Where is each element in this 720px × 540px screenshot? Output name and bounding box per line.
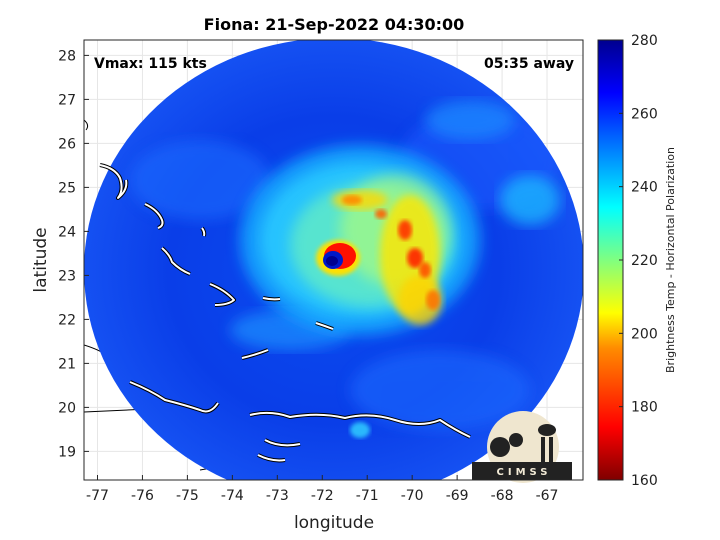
colorbar-tick-label: 280 [631, 33, 658, 49]
x-tick-label: -69 [446, 488, 469, 504]
x-tick-label: -73 [266, 488, 289, 504]
x-tick-label: -71 [356, 488, 379, 504]
y-axis: 19 20 21 22 23 24 25 26 27 28 [58, 48, 89, 460]
y-tick-label: 23 [58, 268, 76, 284]
colorbar-tick-label: 260 [631, 106, 658, 122]
y-tick-label: 28 [58, 48, 76, 64]
x-tick-label: -68 [491, 488, 514, 504]
vmax-annotation: Vmax: 115 kts [94, 56, 207, 72]
colorbar [597, 39, 624, 481]
colorbar-tick-label: 160 [631, 473, 658, 489]
colorbar-tick-label: 200 [631, 326, 658, 342]
y-tick-label: 21 [58, 356, 76, 372]
x-tick-label: -77 [86, 488, 109, 504]
y-tick-label: 19 [58, 444, 76, 460]
y-tick-label: 26 [58, 136, 76, 152]
y-tick-label: 25 [58, 180, 76, 196]
colorbar-ticks: 280 260 240 220 200 180 160 [619, 33, 658, 489]
plot-frame [83, 39, 584, 481]
x-axis-label: longitude [294, 513, 374, 533]
x-tick-label: -74 [221, 488, 244, 504]
chart-title: Fiona: 21-Sep-2022 04:30:00 [204, 15, 465, 34]
x-tick-label: -76 [131, 488, 154, 504]
x-tick-label: -70 [401, 488, 424, 504]
colorbar-tick-label: 180 [631, 400, 658, 416]
y-tick-label: 24 [58, 224, 76, 240]
x-tick-label: -72 [311, 488, 334, 504]
y-tick-label: 27 [58, 92, 76, 108]
y-axis-label: latitude [31, 227, 51, 292]
y-tick-label: 20 [58, 400, 76, 416]
swath [84, 40, 583, 480]
time-away-annotation: 05:35 away [484, 56, 574, 72]
x-axis: -77 -76 -75 -74 -73 -72 -71 -70 -69 -68 -67 [86, 475, 558, 504]
colorbar-label: Brightness Temp - Horizontal Polarizatio… [664, 147, 677, 373]
y-tick-label: 22 [58, 312, 76, 328]
x-tick-label: -75 [176, 488, 199, 504]
colorbar-tick-label: 220 [631, 253, 658, 269]
x-tick-label: -67 [536, 488, 559, 504]
logo-text: CIMSS [497, 467, 552, 478]
colorbar-tick-label: 240 [631, 180, 658, 196]
